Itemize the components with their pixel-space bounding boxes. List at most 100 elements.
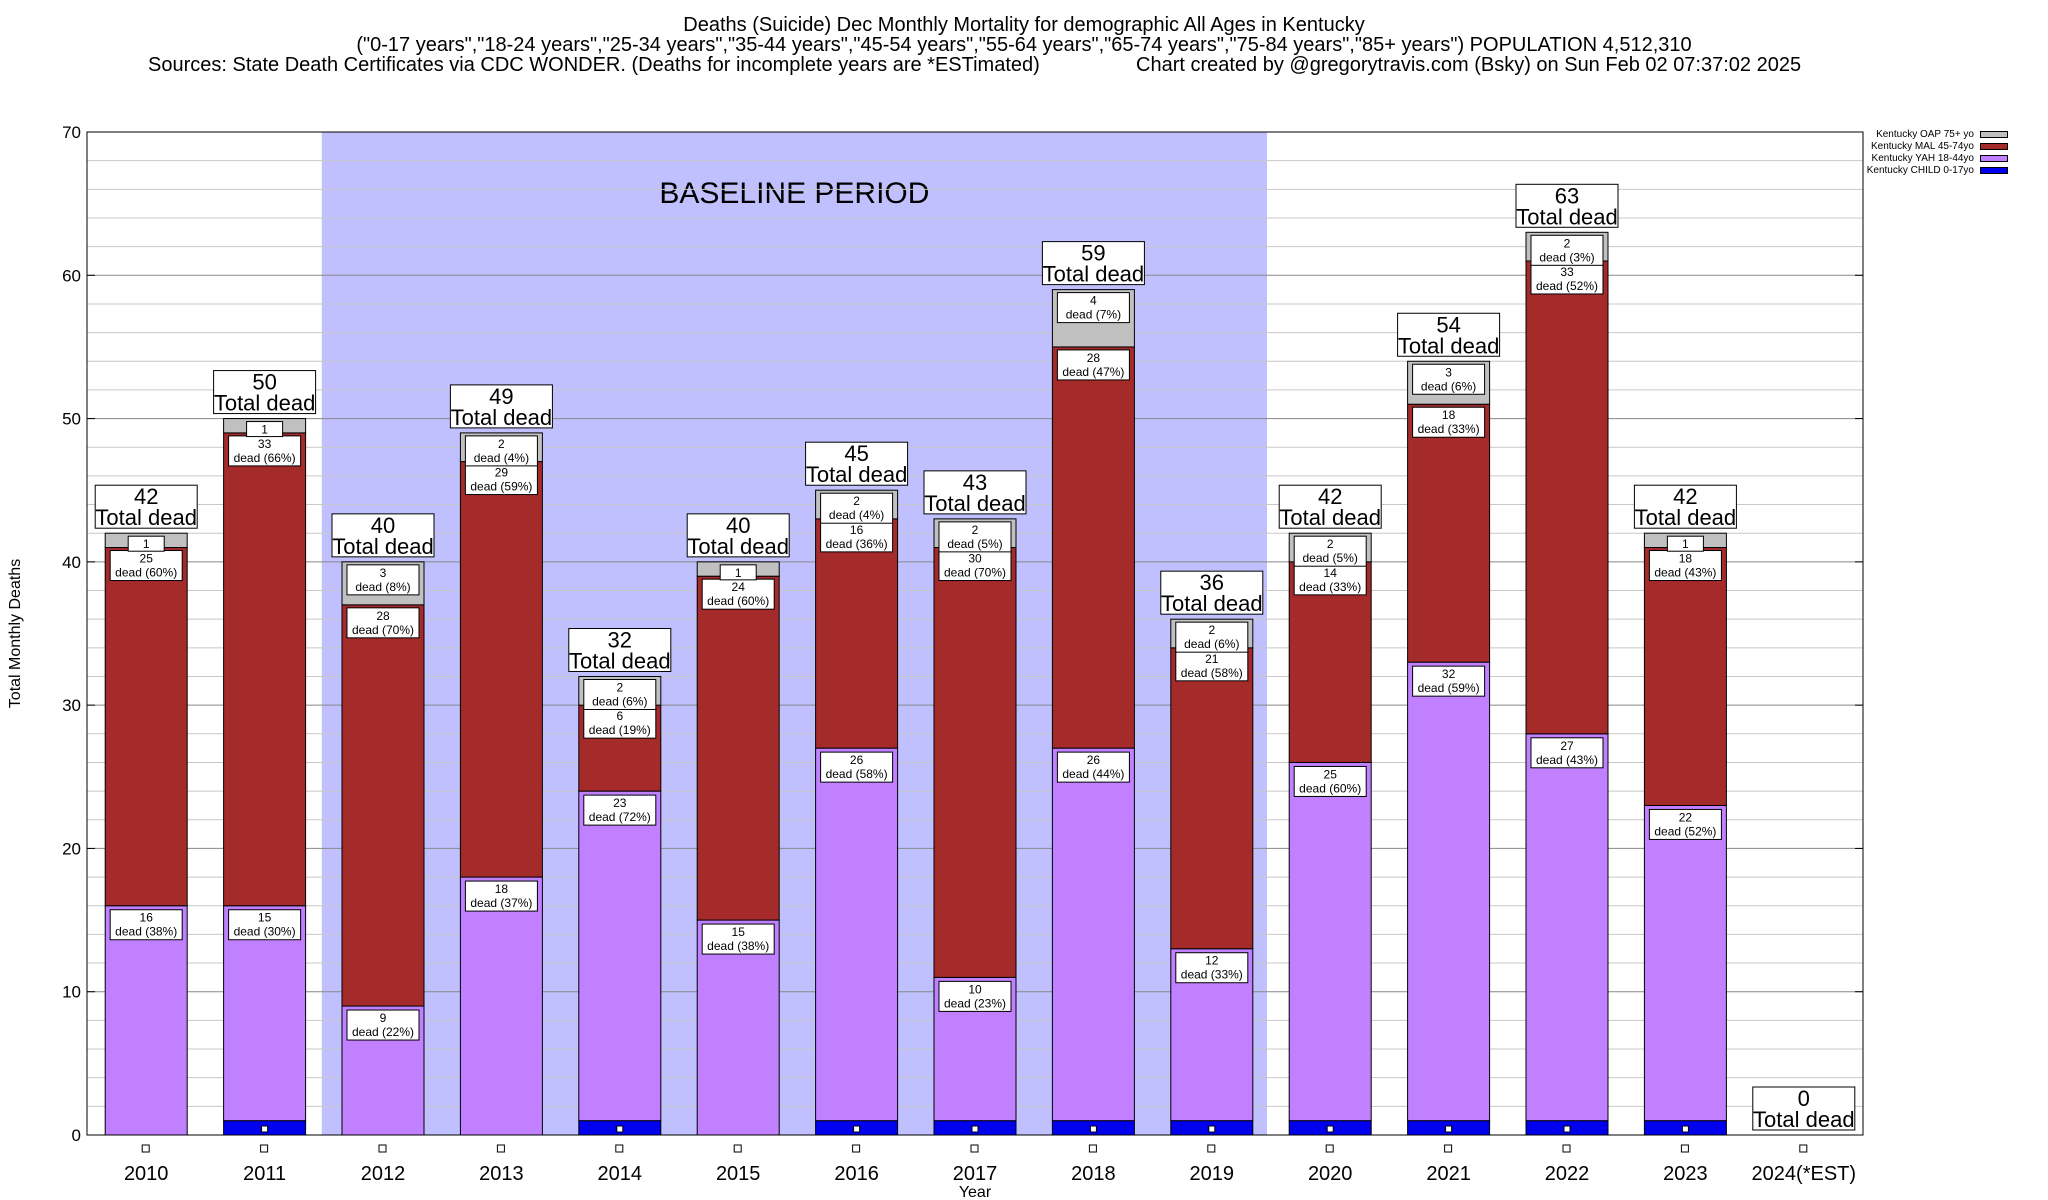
- yah-label-box: [820, 751, 894, 783]
- mal-label-box: [1175, 650, 1249, 682]
- mal-label-box: [938, 550, 1012, 582]
- bar-segment: [104, 905, 188, 1136]
- total-value: 43: [963, 470, 987, 495]
- oap-label: dead (5%): [1303, 551, 1358, 565]
- yah-label: 10: [968, 982, 982, 996]
- yah-label-box: [464, 880, 538, 912]
- chart-sources: Sources: State Death Certificates via CD…: [148, 54, 1040, 76]
- oap-label-box: [1175, 621, 1249, 653]
- oap-label-box: [464, 435, 538, 467]
- yah-label: dead (23%): [944, 996, 1006, 1010]
- child-marker: [1563, 1125, 1571, 1133]
- oap-label: 2: [1327, 537, 1334, 551]
- mal-label: 21: [1205, 652, 1219, 666]
- total-box: [923, 470, 1027, 515]
- child-marker: [261, 1125, 269, 1133]
- oap-label: dead (6%): [592, 694, 647, 708]
- child-marker: [1089, 1125, 1097, 1133]
- yah-label: 25: [1324, 767, 1338, 781]
- yah-label-box: [701, 923, 775, 955]
- y-axis-label: Total Monthly Deaths: [7, 559, 24, 708]
- oap-label: 2: [1208, 623, 1215, 637]
- legend: Kentucky OAP 75+ yo Kentucky MAL 45-74yo K…: [1867, 128, 2008, 176]
- oap-label-box: [1293, 535, 1367, 567]
- x-tick-marker: [733, 1144, 742, 1153]
- total-box: [805, 441, 909, 486]
- total-label: Total dead: [1161, 591, 1263, 616]
- x-tick-label: 2018: [1071, 1163, 1116, 1185]
- bar-segment: [223, 905, 307, 1122]
- mal-label: 14: [1324, 566, 1338, 580]
- yah-label-box: [1412, 665, 1486, 697]
- oap-label: dead (6%): [1184, 637, 1239, 651]
- oap-label-box: [719, 564, 757, 581]
- total-value: 36: [1200, 570, 1224, 595]
- total-box: [94, 484, 198, 529]
- mal-label: dead (19%): [589, 723, 651, 737]
- oap-label-box: [246, 421, 284, 438]
- bar-segment: [1643, 804, 1727, 1122]
- bar-segment: [1288, 761, 1372, 1122]
- yah-label: 32: [1442, 667, 1456, 681]
- mal-label: dead (59%): [470, 480, 532, 494]
- mal-label-box: [1530, 263, 1604, 295]
- yah-label: dead (52%): [1654, 824, 1716, 838]
- yah-label-box: [1056, 751, 1130, 783]
- yah-label: 16: [140, 911, 154, 925]
- x-axis-label: Year: [959, 1184, 992, 1200]
- yah-label-box: [938, 980, 1012, 1012]
- total-box: [1397, 312, 1501, 357]
- yah-label: dead (72%): [589, 810, 651, 824]
- x-tick-marker: [1562, 1144, 1571, 1153]
- x-tick-label: 2016: [834, 1163, 879, 1185]
- baseline-period-label: BASELINE PERIOD: [659, 177, 929, 210]
- mal-label: 16: [850, 523, 864, 537]
- x-tick-marker: [970, 1144, 979, 1153]
- x-tick-label: 2024(*EST): [1752, 1163, 1857, 1185]
- oap-label-box: [583, 678, 657, 710]
- child-marker: [853, 1125, 861, 1133]
- total-label: Total dead: [1635, 505, 1737, 530]
- total-value: 42: [1673, 484, 1697, 509]
- x-tick-marker: [1799, 1144, 1808, 1153]
- x-tick-marker: [1680, 1144, 1689, 1153]
- total-box: [568, 627, 672, 672]
- x-tick-label: 2010: [124, 1163, 169, 1185]
- yah-label-box: [228, 909, 302, 941]
- yah-label: dead (60%): [1299, 781, 1361, 795]
- x-tick-label: 2013: [479, 1163, 524, 1185]
- yah-label: dead (58%): [826, 767, 888, 781]
- oap-label: dead (7%): [1066, 308, 1121, 322]
- legend-item: Kentucky YAH 18-44yo: [1867, 152, 2008, 164]
- x-tick-label: 2012: [361, 1163, 406, 1185]
- total-label: Total dead: [95, 505, 197, 530]
- mal-label: dead (33%): [1418, 422, 1480, 436]
- mal-label: 25: [140, 552, 154, 566]
- oap-label: dead (8%): [355, 580, 410, 594]
- oap-label: 2: [498, 437, 505, 451]
- total-box: [1633, 484, 1737, 529]
- chart-credit: Chart created by @gregorytravis.com (Bsk…: [1136, 54, 1802, 76]
- total-label: Total dead: [1043, 262, 1145, 287]
- total-box: [1041, 241, 1145, 286]
- x-tick-marker: [1444, 1144, 1453, 1153]
- mal-label-box: [346, 607, 420, 639]
- yah-label: 27: [1560, 739, 1574, 753]
- mal-label: 30: [968, 552, 982, 566]
- y-tick-label: 70: [62, 123, 81, 142]
- mal-label-box: [1293, 564, 1367, 596]
- x-tick-marker: [260, 1144, 269, 1153]
- mal-label: 28: [1087, 351, 1101, 365]
- bar-segment: [1051, 346, 1135, 749]
- oap-label: 1: [735, 566, 742, 580]
- yah-label: 9: [380, 1011, 387, 1025]
- x-tick-label: 2020: [1308, 1163, 1353, 1185]
- x-tick-marker: [1088, 1144, 1097, 1153]
- oap-label: 2: [972, 523, 979, 537]
- legend-label: Kentucky MAL 45-74yo: [1870, 140, 1974, 152]
- mal-label: 18: [1442, 408, 1456, 422]
- yah-label: dead (33%): [1181, 968, 1243, 982]
- x-tick-label: 2014: [598, 1163, 643, 1185]
- y-tick-label: 50: [62, 410, 81, 429]
